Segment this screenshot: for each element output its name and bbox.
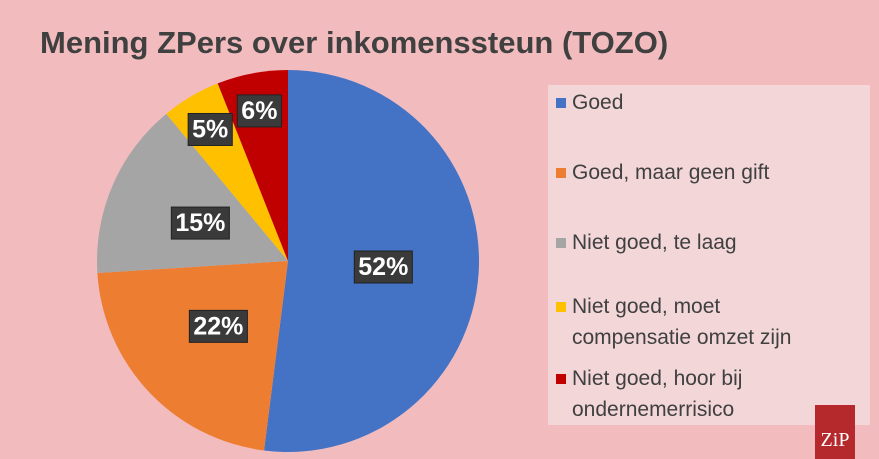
chart-title: Mening ZPers over inkomenssteun (TOZO) xyxy=(40,25,668,60)
data-label: 22% xyxy=(188,309,248,343)
legend-swatch xyxy=(556,302,566,312)
data-label-box xyxy=(353,250,413,284)
data-label: 52% xyxy=(353,250,413,284)
legend-item: Goed, maar geen gift xyxy=(556,157,842,188)
data-label-text: 52% xyxy=(358,253,408,281)
pie-slice xyxy=(97,261,288,451)
data-label-text: 15% xyxy=(175,209,225,237)
data-label: 5% xyxy=(187,112,233,146)
data-label-box xyxy=(187,112,233,146)
legend-swatch xyxy=(556,98,566,108)
data-label-text: 6% xyxy=(241,97,277,125)
legend-label: Niet goed, te laag xyxy=(572,231,737,254)
data-label-box xyxy=(188,309,248,343)
legend-swatch xyxy=(556,374,566,384)
legend-item: Niet goed, moet compensatie omzet zijn xyxy=(556,291,842,353)
data-label: 6% xyxy=(236,94,282,128)
data-label-box xyxy=(236,94,282,128)
logo: ZiP xyxy=(815,405,855,459)
legend-label: Niet goed, moet compensatie omzet zijn xyxy=(572,295,792,349)
data-label-box xyxy=(170,206,230,240)
legend-item: Goed xyxy=(556,87,842,118)
data-label: 15% xyxy=(170,206,230,240)
data-label-text: 22% xyxy=(193,312,243,340)
pie-slice xyxy=(97,113,288,273)
legend-swatch xyxy=(556,168,566,178)
legend-label: Niet goed, hoor bij ondernemerrisico xyxy=(572,367,743,421)
legend-item: Niet goed, hoor bij ondernemerrisico xyxy=(556,363,842,425)
legend-label: Goed xyxy=(572,91,624,114)
legend: Goed Goed, maar geen gift Niet goed, te la… xyxy=(548,85,870,425)
legend-item: Niet goed, te laag xyxy=(556,227,842,258)
legend-label: Goed, maar geen gift xyxy=(572,161,770,184)
data-label-text: 5% xyxy=(192,115,228,143)
legend-swatch xyxy=(556,238,566,248)
